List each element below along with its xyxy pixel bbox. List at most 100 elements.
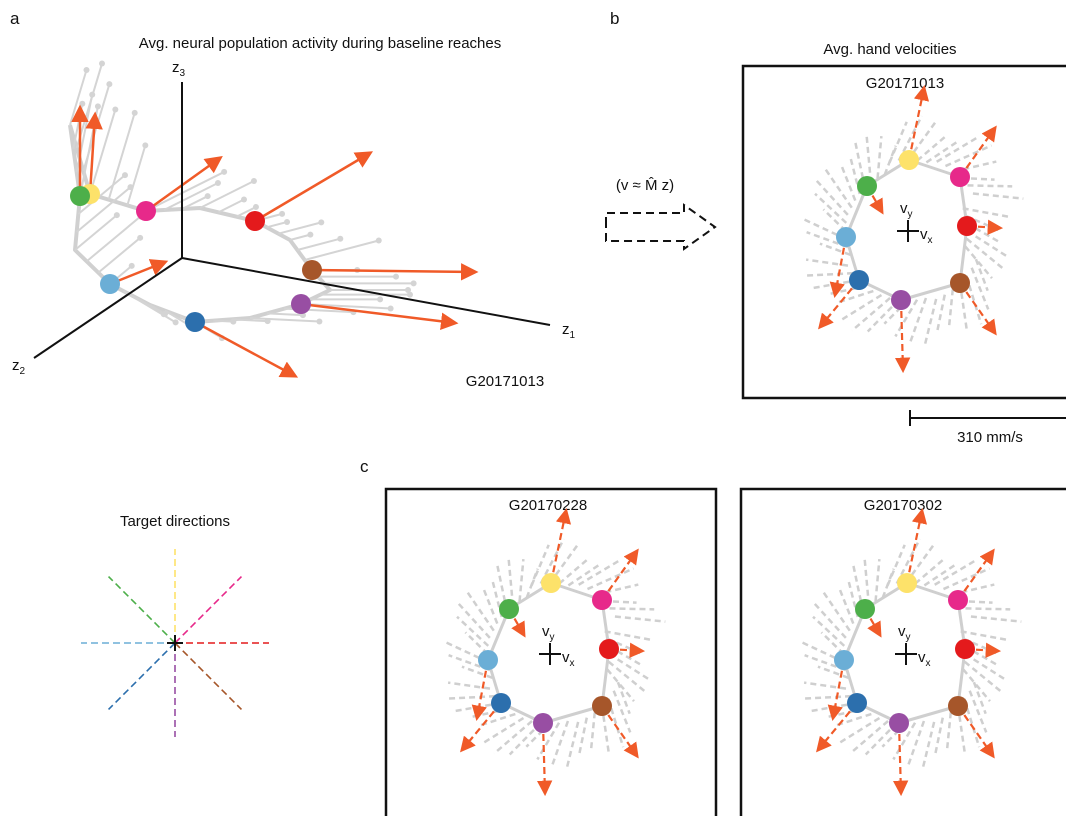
stalk-end: [221, 168, 228, 175]
activity-arrow: [254, 151, 374, 223]
velocity-trail: [801, 694, 852, 700]
velocity-trail: [965, 237, 1006, 271]
velocity-trail: [863, 556, 871, 606]
stalk-end: [377, 296, 384, 303]
stalk-end: [142, 142, 149, 149]
axis-label: z1: [562, 321, 576, 341]
velocity-trail: [840, 165, 857, 202]
direction-line: [107, 642, 176, 711]
stalk: [213, 319, 234, 323]
velocity-arrow: [957, 705, 995, 759]
axis-label-base: v: [920, 226, 928, 243]
velocity-trail: [963, 660, 1004, 694]
target-dot: [857, 176, 877, 196]
velocity-trail: [923, 298, 938, 347]
panel-title: Avg. neural population activity during b…: [139, 35, 501, 52]
axis-label: vy: [900, 200, 913, 220]
velocity-trail: [604, 630, 651, 641]
velocity-trail: [894, 299, 919, 338]
target-dot: [541, 573, 561, 593]
stalk-end: [79, 100, 86, 107]
panel-letter: a: [10, 9, 20, 28]
velocity-trail: [799, 640, 845, 664]
axis-label-base: v: [918, 649, 926, 666]
velocity-trail: [806, 231, 849, 249]
velocity-trail: [803, 681, 847, 690]
stalk-end: [83, 67, 90, 73]
velocity-trail: [963, 698, 981, 748]
velocity-arrow: [816, 702, 858, 753]
velocity-trail: [565, 721, 580, 770]
velocity-trail: [847, 580, 859, 618]
velocity-trail: [906, 120, 937, 161]
velocity-trail: [962, 207, 1009, 218]
session-label: G20170302: [864, 497, 942, 514]
velocity-trail: [577, 717, 588, 757]
stalk: [181, 195, 209, 210]
panel-letter: b: [610, 9, 619, 28]
velocity-trail: [606, 668, 635, 702]
velocity-trail: [447, 681, 491, 690]
axis-label: z3: [172, 59, 186, 79]
stalk-end: [279, 210, 286, 217]
velocity-trail: [518, 559, 525, 602]
velocity-trail: [953, 160, 997, 173]
velocity-trail: [616, 681, 631, 715]
velocity-trail: [956, 705, 967, 754]
stalk-end: [204, 193, 211, 200]
stalk-end: [410, 280, 417, 287]
velocity-trail: [854, 141, 867, 189]
axis-label: vy: [542, 623, 555, 643]
velocity-trail: [866, 298, 900, 333]
target-dot: [891, 290, 911, 310]
stalk: [217, 198, 245, 214]
stalk: [236, 206, 257, 218]
session-label: G20170228: [509, 497, 587, 514]
velocity-trail: [962, 668, 991, 702]
activity-arrow: [194, 320, 299, 378]
stalk-end: [94, 103, 101, 110]
stalk-end: [252, 204, 259, 211]
stalk-end: [392, 273, 399, 280]
velocity-trail: [964, 652, 1006, 681]
velocity-trail: [944, 144, 993, 168]
velocity-trail: [923, 562, 958, 587]
velocity-trail: [945, 712, 953, 750]
stalk: [76, 186, 132, 233]
velocity-trail: [965, 607, 1011, 611]
velocity-trail: [455, 600, 491, 639]
target-dot: [592, 590, 612, 610]
velocity-arrow: [957, 548, 995, 601]
stalk: [89, 109, 117, 195]
velocity-trail: [614, 615, 666, 623]
target-dot: [70, 186, 90, 206]
velocity-trail: [865, 133, 873, 183]
stalk: [199, 180, 255, 209]
velocity-trail: [904, 543, 935, 584]
velocity-trail: [612, 690, 632, 733]
target-dot: [592, 696, 612, 716]
axis-label-base: v: [900, 200, 908, 217]
stalk-end: [307, 231, 314, 238]
target-dot: [478, 650, 498, 670]
target-directions: [81, 549, 269, 737]
velocity-arrow: [471, 659, 490, 722]
velocity-trail: [805, 258, 849, 267]
velocity-arrow: [549, 507, 572, 584]
velocity-trail: [895, 538, 921, 585]
stalk: [249, 317, 320, 323]
velocity-trail: [607, 698, 625, 748]
stalk: [69, 69, 88, 126]
stalk: [145, 171, 225, 212]
velocity-arrow: [907, 84, 930, 161]
velocity-trail: [496, 564, 509, 612]
velocity-trail: [921, 721, 936, 770]
scale-label: 310 mm/s: [957, 429, 1023, 446]
velocity-trail: [933, 717, 944, 757]
velocity-trail: [864, 721, 898, 756]
velocity-trail: [970, 615, 1022, 623]
axis-label-sub: y: [550, 632, 555, 643]
